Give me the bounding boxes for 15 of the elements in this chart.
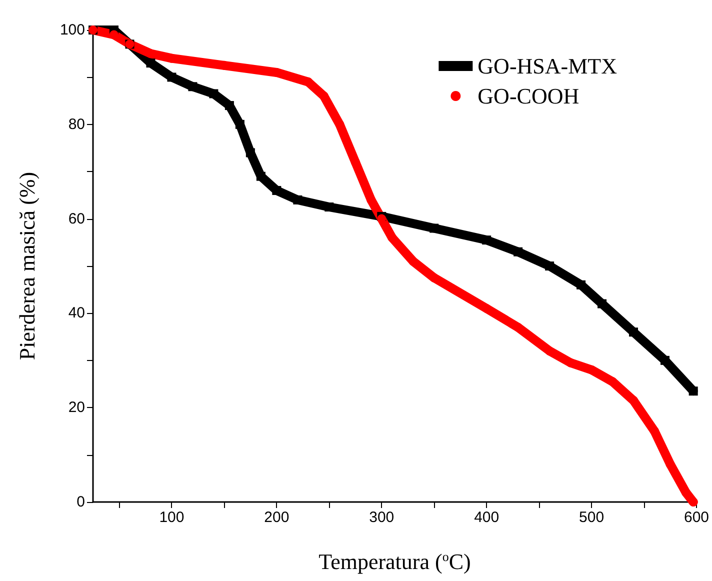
y-tick-label: 20	[68, 399, 85, 416]
x-tick-label: 100	[159, 509, 184, 526]
y-axis-title: Pierderea masică (%)	[14, 172, 40, 360]
y-tick-label: 40	[68, 304, 85, 322]
y-tick-label: 0	[76, 494, 85, 510]
x-tick-label: 300	[369, 509, 394, 526]
x-tick-label: 400	[474, 509, 500, 526]
legend-label: GO-COOH	[478, 84, 580, 108]
y-tick-label: 100	[60, 22, 85, 38]
x-tick-label: 600	[684, 509, 709, 526]
y-tick-label: 60	[68, 210, 85, 228]
x-tick-label: 200	[264, 509, 290, 526]
legend-label: GO-HSA-MTX	[478, 54, 618, 78]
x-tick-label: 500	[579, 509, 604, 526]
y-tick-label: 80	[68, 116, 85, 133]
